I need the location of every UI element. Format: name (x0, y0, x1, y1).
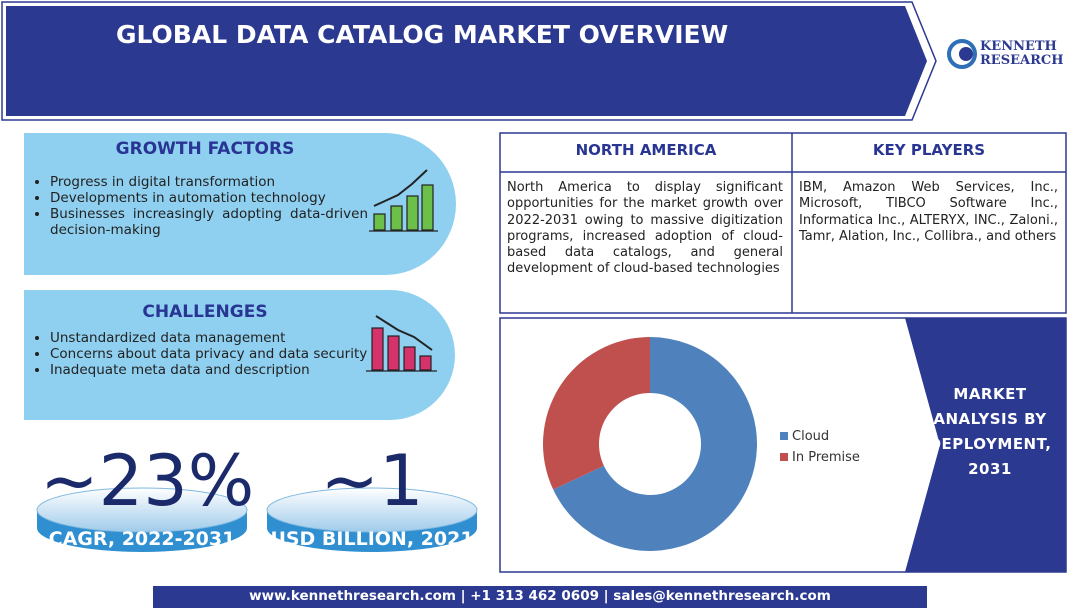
info-table (499, 132, 1067, 314)
legend-swatch (780, 432, 788, 440)
footer: www.kennethresearch.com | +1 313 462 060… (249, 588, 831, 604)
stat-label: USD BILLION, 2021 (270, 528, 474, 550)
challenges-title: CHALLENGES (142, 302, 268, 322)
growth-panel (24, 133, 456, 275)
growth-list: Progress in digital transformationDevelo… (24, 174, 368, 238)
stat-value: ~23% (40, 440, 255, 522)
legend-label: Cloud (792, 429, 830, 444)
legend: Cloud In Premise (780, 426, 860, 468)
challenges-list: Unstandardized data managementConcerns a… (24, 330, 378, 378)
legend-entry: Cloud (780, 426, 860, 447)
column-title: KEY PLAYERS (872, 141, 986, 159)
legend-label: In Premise (792, 450, 860, 465)
column-title: NORTH AMERICA (575, 141, 717, 159)
stat-disk (36, 487, 478, 552)
banner (6, 6, 927, 116)
stat-value: ~1 (320, 440, 424, 522)
chart-title: MARKET ANALYSIS BY DEPLOYMENT, 2031 (928, 385, 1052, 478)
legend-swatch (780, 453, 788, 461)
bullet: Unstandardized data management (50, 330, 378, 346)
growth-icon (369, 169, 438, 232)
column-text: North America to display significant opp… (507, 180, 783, 277)
bullet: Progress in digital transformation (50, 174, 368, 190)
logo-mark (947, 39, 977, 69)
logo-text: RESEARCH (980, 53, 1064, 68)
bullet: Developments in automation technology (50, 190, 368, 206)
bullet: Inadequate meta data and description (50, 362, 378, 378)
challenges-icon (366, 315, 437, 372)
bullet: Businesses increasingly adopting data-dr… (50, 206, 368, 238)
legend-entry: In Premise (780, 447, 860, 468)
column-text: IBM, Amazon Web Services, Inc., Microsof… (799, 180, 1058, 244)
logo: KENNETH RESEARCH (980, 40, 1064, 68)
donut-slice (553, 337, 757, 551)
stat-label: CAGR, 2022-2031 (48, 528, 236, 550)
logo-mark (959, 47, 973, 61)
chart-title-panel (905, 318, 1066, 572)
logo-text: KENNETH (980, 39, 1057, 54)
growth-title: GROWTH FACTORS (115, 139, 295, 159)
donut-slice (543, 336, 650, 490)
challenges-panel (24, 290, 455, 420)
bullet: Concerns about data privacy and data sec… (50, 346, 378, 362)
footer-bar (153, 586, 927, 608)
title: GLOBAL DATA CATALOG MARKET OVERVIEW (116, 20, 729, 49)
